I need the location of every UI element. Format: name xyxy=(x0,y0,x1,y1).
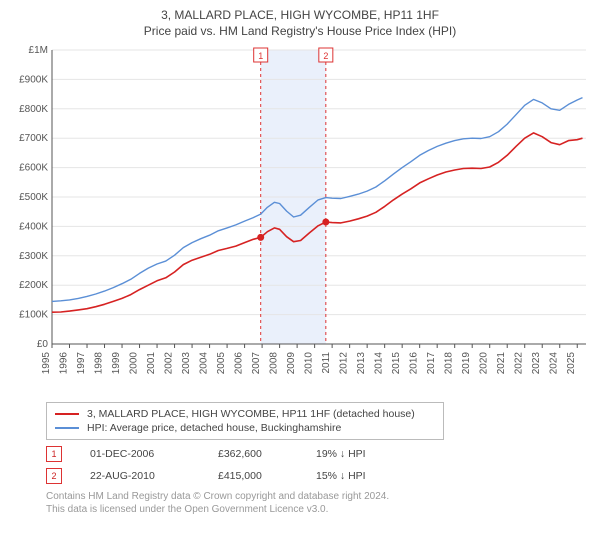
marker-row: 1 01-DEC-2006 £362,600 19% ↓ HPI xyxy=(46,446,592,462)
svg-text:2001: 2001 xyxy=(146,352,157,375)
legend-item: 3, MALLARD PLACE, HIGH WYCOMBE, HP11 1HF… xyxy=(55,407,435,421)
marker-date: 22-AUG-2010 xyxy=(90,470,190,482)
svg-text:2016: 2016 xyxy=(409,352,420,375)
svg-text:£500K: £500K xyxy=(19,192,48,203)
svg-text:2: 2 xyxy=(323,51,328,61)
svg-text:1999: 1999 xyxy=(111,352,122,375)
footer-attribution: Contains HM Land Registry data © Crown c… xyxy=(46,490,592,516)
svg-text:2014: 2014 xyxy=(374,352,385,375)
svg-text:£100K: £100K xyxy=(19,310,48,321)
svg-text:2017: 2017 xyxy=(426,352,437,375)
svg-text:2009: 2009 xyxy=(286,352,297,375)
svg-text:£600K: £600K xyxy=(19,163,48,174)
svg-text:2013: 2013 xyxy=(356,352,367,375)
legend-label: HPI: Average price, detached house, Buck… xyxy=(87,422,341,434)
svg-text:2010: 2010 xyxy=(304,352,315,375)
svg-text:2020: 2020 xyxy=(479,352,490,375)
marker-date: 01-DEC-2006 xyxy=(90,448,190,460)
marker-pct: 19% ↓ HPI xyxy=(316,448,396,460)
svg-text:1996: 1996 xyxy=(59,352,70,375)
svg-text:£700K: £700K xyxy=(19,133,48,144)
svg-text:2007: 2007 xyxy=(251,352,262,375)
chart-subtitle: Price paid vs. HM Land Registry's House … xyxy=(8,24,592,38)
svg-text:2024: 2024 xyxy=(549,352,560,375)
svg-text:2022: 2022 xyxy=(514,352,525,375)
svg-text:2011: 2011 xyxy=(321,352,332,374)
svg-text:2019: 2019 xyxy=(461,352,472,375)
svg-text:2012: 2012 xyxy=(339,352,350,375)
svg-text:2008: 2008 xyxy=(269,352,280,375)
svg-text:2004: 2004 xyxy=(199,352,210,375)
marker-price: £415,000 xyxy=(218,470,288,482)
svg-text:£900K: £900K xyxy=(19,74,48,85)
svg-text:2005: 2005 xyxy=(216,352,227,375)
svg-text:1998: 1998 xyxy=(94,352,105,375)
svg-text:£1M: £1M xyxy=(29,45,48,56)
legend-item: HPI: Average price, detached house, Buck… xyxy=(55,421,435,435)
footer-line: This data is licensed under the Open Gov… xyxy=(46,503,592,516)
svg-text:1995: 1995 xyxy=(41,352,52,375)
svg-text:2006: 2006 xyxy=(234,352,245,375)
svg-text:2003: 2003 xyxy=(181,352,192,375)
svg-text:1: 1 xyxy=(258,51,263,61)
line-chart: £0 £100K £200K £300K £400K £500K £600K £700K £80… xyxy=(8,44,592,394)
marker-number-box: 2 xyxy=(46,468,62,484)
marker-price: £362,600 xyxy=(218,448,288,460)
svg-text:2000: 2000 xyxy=(129,352,140,375)
svg-text:2021: 2021 xyxy=(496,352,507,375)
svg-text:£400K: £400K xyxy=(19,221,48,232)
legend-label: 3, MALLARD PLACE, HIGH WYCOMBE, HP11 1HF… xyxy=(87,408,415,420)
svg-text:£300K: £300K xyxy=(19,251,48,262)
svg-text:2025: 2025 xyxy=(566,352,577,375)
svg-text:2002: 2002 xyxy=(164,352,175,375)
svg-text:2015: 2015 xyxy=(391,352,402,375)
svg-text:2023: 2023 xyxy=(531,352,542,375)
footer-line: Contains HM Land Registry data © Crown c… xyxy=(46,490,592,503)
marker-table: 1 01-DEC-2006 £362,600 19% ↓ HPI 2 22-AUG-201… xyxy=(46,446,592,484)
marker-row: 2 22-AUG-2010 £415,000 15% ↓ HPI xyxy=(46,468,592,484)
svg-text:2018: 2018 xyxy=(444,352,455,375)
svg-text:£200K: £200K xyxy=(19,280,48,291)
chart-container: £0 £100K £200K £300K £400K £500K £600K £700K £80… xyxy=(8,44,592,394)
marker-number-box: 1 xyxy=(46,446,62,462)
svg-text:£0: £0 xyxy=(37,339,49,350)
legend-box: 3, MALLARD PLACE, HIGH WYCOMBE, HP11 1HF… xyxy=(46,402,444,440)
svg-text:1997: 1997 xyxy=(76,352,87,375)
svg-text:£800K: £800K xyxy=(19,104,48,115)
legend-swatch xyxy=(55,413,79,415)
marker-pct: 15% ↓ HPI xyxy=(316,470,396,482)
legend-swatch xyxy=(55,427,79,429)
chart-title: 3, MALLARD PLACE, HIGH WYCOMBE, HP11 1HF xyxy=(8,8,592,22)
